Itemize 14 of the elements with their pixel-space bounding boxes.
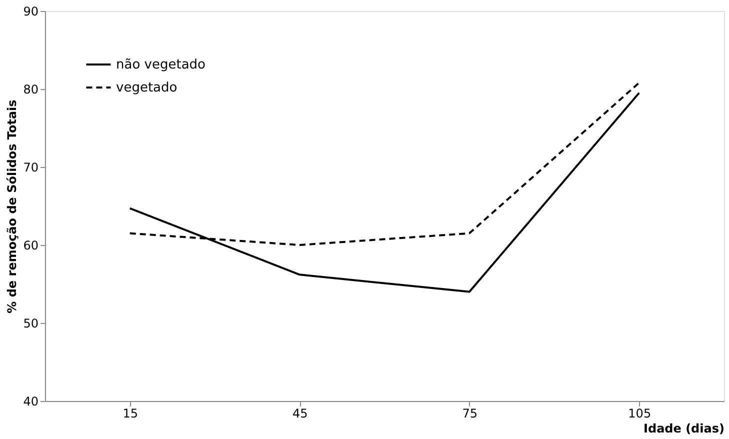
x-axis-title: Idade (dias) <box>644 422 724 436</box>
y-tick-label: 70 <box>23 160 38 174</box>
legend-label: vegetado <box>116 80 178 96</box>
y-tick-label: 90 <box>23 4 38 18</box>
y-tick-label: 50 <box>23 316 38 330</box>
x-tick-label: 45 <box>292 406 308 420</box>
x-tick-label: 15 <box>122 406 138 420</box>
y-axis-title: % de remoção de Sólidos Totais <box>5 100 20 314</box>
x-tick-label: 105 <box>628 406 652 420</box>
y-tick-label: 40 <box>23 394 38 408</box>
y-tick-label: 80 <box>23 82 38 96</box>
y-tick-label: 60 <box>23 238 38 252</box>
legend-label: não vegetado <box>116 58 206 72</box>
x-tick-label: 75 <box>462 406 478 420</box>
